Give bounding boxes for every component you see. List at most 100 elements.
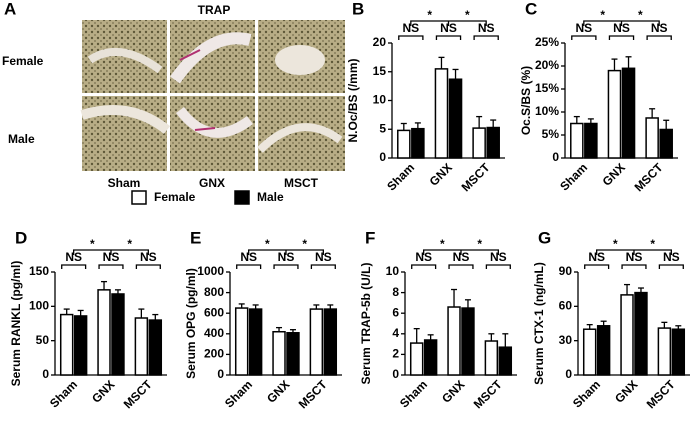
y-tick-label: 1000 <box>197 264 224 278</box>
bar <box>659 128 673 159</box>
y-tick-label: 0 <box>217 367 224 381</box>
y-tick-label: 0 <box>42 367 49 381</box>
y-tick-label: 600 <box>204 305 224 319</box>
y-tick-label: 400 <box>204 326 224 340</box>
annotation: NS <box>415 250 432 264</box>
x-tick-label: GNX <box>89 377 117 405</box>
y-tick-label: 60 <box>559 299 573 313</box>
y-axis-label: Serum RANKL (pg/ml) <box>9 261 23 387</box>
panel-label: F <box>365 228 375 247</box>
legend-label: Female <box>154 190 196 204</box>
panel-label: D <box>15 228 27 247</box>
bracket <box>485 264 511 269</box>
bar <box>323 308 338 376</box>
annotation: NS <box>65 250 82 264</box>
bar <box>397 129 411 159</box>
bar <box>272 330 286 376</box>
y-tick-label: 25% <box>535 35 559 49</box>
annotation: NS <box>651 21 668 35</box>
bracket <box>646 35 672 40</box>
bracket <box>584 264 610 269</box>
annotation: * <box>302 237 307 251</box>
y-tick-label: 0 <box>565 367 572 381</box>
bar <box>286 332 300 376</box>
y-axis-label: Serum TRAP-5b (U/L) <box>359 262 373 384</box>
bracket <box>473 35 499 40</box>
annotation: NS <box>440 21 457 35</box>
legend-swatch <box>131 190 147 205</box>
y-tick-label: 90 <box>559 264 573 278</box>
bar <box>584 122 598 159</box>
bar <box>607 69 622 159</box>
annotation: NS <box>575 21 592 35</box>
bar <box>234 307 249 376</box>
bracket <box>398 35 424 40</box>
y-tick-label: 5 <box>379 121 386 135</box>
row-label: Male <box>8 132 35 146</box>
column-label: MSCT <box>284 176 319 190</box>
x-tick-label: Sham <box>47 377 80 410</box>
annotation: NS <box>478 21 495 35</box>
bar <box>570 122 584 159</box>
annotation: NS <box>402 21 419 35</box>
bar <box>596 325 611 376</box>
y-tick-label: 10 <box>373 93 387 107</box>
annotation: NS <box>626 250 643 264</box>
x-tick-label: Sham <box>570 377 603 410</box>
column-label: Sham <box>108 176 141 190</box>
bar <box>59 313 74 376</box>
bracket <box>571 35 597 40</box>
micrographs <box>80 20 345 171</box>
annotation: * <box>477 237 482 251</box>
bar <box>582 328 597 376</box>
x-tick-label: MSCT <box>296 377 330 411</box>
y-tick-label: 150 <box>29 264 49 278</box>
y-axis-label: Serum OPG (pg/ml) <box>184 268 198 379</box>
bar <box>486 126 500 159</box>
annotation: * <box>440 237 445 251</box>
annotation: NS <box>315 250 332 264</box>
y-tick-label: 0 <box>552 150 559 164</box>
bracket <box>410 20 487 26</box>
x-tick-label: Sham <box>557 160 590 193</box>
x-tick-label: GNX <box>612 377 640 405</box>
bracket <box>310 264 336 269</box>
bar <box>434 68 449 159</box>
x-tick-label: MSCT <box>121 377 155 411</box>
bar <box>447 306 461 376</box>
bar <box>461 307 475 376</box>
y-tick-label: 50 <box>36 333 50 347</box>
annotation: NS <box>453 250 470 264</box>
bracket <box>411 264 437 269</box>
bar <box>309 308 324 376</box>
annotation: NS <box>663 250 680 264</box>
annotation: * <box>265 237 270 251</box>
bar <box>448 78 463 159</box>
y-tick-label: 8 <box>392 285 399 299</box>
column-label: GNX <box>199 176 225 190</box>
annotation: NS <box>613 21 630 35</box>
annotation: NS <box>240 250 257 264</box>
panel-label: G <box>538 228 551 247</box>
x-tick-label: MSCT <box>632 160 666 194</box>
annotation: NS <box>490 250 507 264</box>
bracket <box>98 264 124 269</box>
bracket <box>658 264 684 269</box>
bracket <box>596 249 672 255</box>
annotation: * <box>127 237 132 251</box>
y-tick-label: 6 <box>392 305 399 319</box>
annotation: NS <box>588 250 605 264</box>
legend-swatch <box>234 190 250 205</box>
bracket <box>621 264 647 269</box>
x-tick-label: MSCT <box>471 377 505 411</box>
bar <box>498 346 513 376</box>
x-tick-label: MSCT <box>459 160 493 194</box>
bar <box>134 317 149 376</box>
annotation: * <box>465 8 470 22</box>
x-tick-label: GNX <box>427 160 455 188</box>
y-axis-label: Serum CTX-1 (ng/mL) <box>532 262 546 385</box>
bar <box>111 293 125 376</box>
bar <box>409 342 424 376</box>
y-tick-label: 2 <box>392 347 399 361</box>
